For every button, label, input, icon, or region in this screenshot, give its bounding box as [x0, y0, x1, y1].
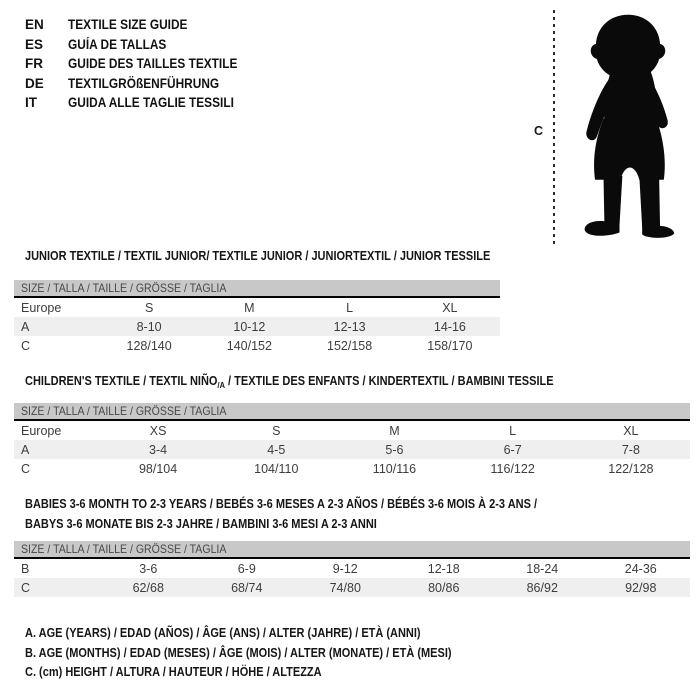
babies-table-title: BABIES 3-6 MONTH TO 2-3 YEARS / BEBÉS 3-… — [25, 497, 538, 531]
size-cell: 158/170 — [427, 338, 473, 353]
size-cell: 62/68 — [132, 580, 164, 595]
size-cell: 12-18 — [427, 561, 460, 576]
size-cell: 7-8 — [621, 442, 640, 457]
size-cell: 6-9 — [237, 561, 256, 576]
language-code: DE — [25, 75, 44, 91]
size-cell: 14-16 — [433, 319, 466, 334]
size-cell: 10-12 — [233, 319, 266, 334]
size-cell: 4-5 — [267, 442, 286, 457]
junior-table-title: JUNIOR TEXTILE / TEXTIL JUNIOR/ TEXTILE … — [25, 249, 491, 263]
subscript-a: /A — [217, 380, 225, 390]
row-label: A — [21, 319, 30, 334]
row-label: A — [21, 442, 30, 457]
size-cell: XS — [149, 423, 167, 438]
babies-size-table: SIZE / TALLA / TAILLE / GRÖSSE / TAGLIA … — [14, 541, 690, 597]
language-row-fr: FR GUIDE DES TAILLES TEXTILE — [25, 54, 261, 74]
size-cell: 98/104 — [138, 461, 178, 476]
size-cell: 116/122 — [490, 461, 535, 476]
junior-size-table: SIZE / TALLA / TAILLE / GRÖSSE / TAGLIA … — [14, 280, 500, 355]
size-cell: S — [272, 423, 281, 438]
footnote-b: B. AGE (MONTHS) / EDAD (MESES) / ÂGE (MO… — [25, 645, 452, 660]
language-row-de: DE TEXTILGRÖßENFÜHRUNG — [25, 74, 261, 94]
size-cell: 12-13 — [333, 319, 366, 334]
size-cell: L — [346, 300, 354, 315]
size-header-label: SIZE / TALLA / TAILLE / GRÖSSE / TAGLIA — [21, 281, 227, 295]
table-row-height: C 98/104 104/110 110/116 116/122 122/128 — [14, 459, 690, 478]
measure-label-c: C — [534, 124, 544, 138]
language-row-es: ES GUÍA DE TALLAS — [25, 35, 261, 55]
table-row-age: A 3-4 4-5 5-6 6-7 7-8 — [14, 440, 690, 459]
language-list: EN TEXTILE SIZE GUIDE ES GUÍA DE TALLAS … — [25, 15, 261, 113]
footnote-a: A. AGE (YEARS) / EDAD (AÑOS) / ÂGE (ANS)… — [25, 626, 421, 640]
size-cell: 9-12 — [332, 561, 358, 576]
size-cell: 74/80 — [329, 580, 361, 595]
row-label: B — [21, 561, 30, 576]
row-label: C — [21, 461, 31, 476]
size-header-bar: SIZE / TALLA / TAILLE / GRÖSSE / TAGLIA — [14, 403, 690, 421]
size-cell: 6-7 — [503, 442, 522, 457]
size-cell: 3-4 — [149, 442, 168, 457]
size-cell: XL — [623, 423, 639, 438]
size-cell: 128/140 — [126, 338, 172, 353]
size-header-label: SIZE / TALLA / TAILLE / GRÖSSE / TAGLIA — [21, 542, 227, 556]
size-cell: 8-10 — [136, 319, 162, 334]
language-label: TEXTILGRÖßENFÜHRUNG — [68, 75, 220, 91]
language-row-it: IT GUIDA ALLE TAGLIE TESSILI — [25, 93, 261, 113]
language-code: IT — [25, 95, 37, 111]
language-label: GUIDA ALLE TAGLIE TESSILI — [68, 95, 234, 111]
table-row-europe: Europe S M L XL — [14, 298, 500, 317]
height-measure-dotted-line — [553, 10, 555, 244]
footnote-c: C. (cm) HEIGHT / ALTURA / HAUTEUR / HÖHE… — [25, 665, 322, 679]
size-cell: M — [389, 423, 400, 438]
table-row-height: C 128/140 140/152 152/158 158/170 — [14, 336, 500, 355]
language-row-en: EN TEXTILE SIZE GUIDE — [25, 15, 261, 35]
size-cell: 80/86 — [428, 580, 460, 595]
row-label: Europe — [21, 300, 62, 315]
size-cell: XL — [442, 300, 458, 315]
row-label: C — [21, 338, 31, 353]
size-header-bar: SIZE / TALLA / TAILLE / GRÖSSE / TAGLIA — [14, 280, 500, 298]
children-table-title: CHILDREN'S TEXTILE / TEXTIL NIÑO/A / TEX… — [25, 374, 554, 390]
size-cell: 3-6 — [139, 561, 158, 576]
size-cell: 122/128 — [608, 461, 654, 476]
size-cell: 110/116 — [372, 461, 417, 476]
size-cell: 92/98 — [625, 580, 657, 595]
size-cell: 152/158 — [327, 338, 373, 353]
footnotes: A. AGE (YEARS) / EDAD (AÑOS) / ÂGE (ANS)… — [25, 624, 510, 683]
table-row-months: B 3-6 6-9 9-12 12-18 18-24 24-36 — [14, 559, 690, 578]
toddler-silhouette — [584, 14, 675, 238]
size-cell: 86/92 — [526, 580, 558, 595]
language-label: GUIDE DES TAILLES TEXTILE — [68, 56, 238, 72]
size-header-bar: SIZE / TALLA / TAILLE / GRÖSSE / TAGLIA — [14, 541, 690, 559]
table-row-europe: Europe XS S M L XL — [14, 421, 690, 440]
language-code: FR — [25, 56, 43, 72]
language-code: EN — [25, 17, 44, 33]
size-cell: 18-24 — [526, 561, 559, 576]
baby-figure-block: C — [534, 6, 700, 248]
size-cell: 5-6 — [385, 442, 404, 457]
size-cell: 68/74 — [231, 580, 263, 595]
size-cell: 24-36 — [624, 561, 657, 576]
size-cell: L — [509, 423, 517, 438]
language-label: GUÍA DE TALLAS — [68, 36, 167, 52]
size-cell: 104/110 — [254, 461, 299, 476]
language-code: ES — [25, 36, 44, 52]
size-cell: S — [144, 300, 154, 315]
size-cell: 140/152 — [226, 338, 272, 353]
table-row-height: C 62/68 68/74 74/80 80/86 86/92 92/98 — [14, 578, 690, 597]
size-cell: M — [244, 300, 255, 315]
language-label: TEXTILE SIZE GUIDE — [68, 17, 188, 33]
row-label: Europe — [21, 423, 62, 438]
size-header-label: SIZE / TALLA / TAILLE / GRÖSSE / TAGLIA — [21, 404, 227, 418]
table-row-age: A 8-10 10-12 12-13 14-16 — [14, 317, 500, 336]
row-label: C — [21, 580, 31, 595]
children-size-table: SIZE / TALLA / TAILLE / GRÖSSE / TAGLIA … — [14, 403, 690, 478]
